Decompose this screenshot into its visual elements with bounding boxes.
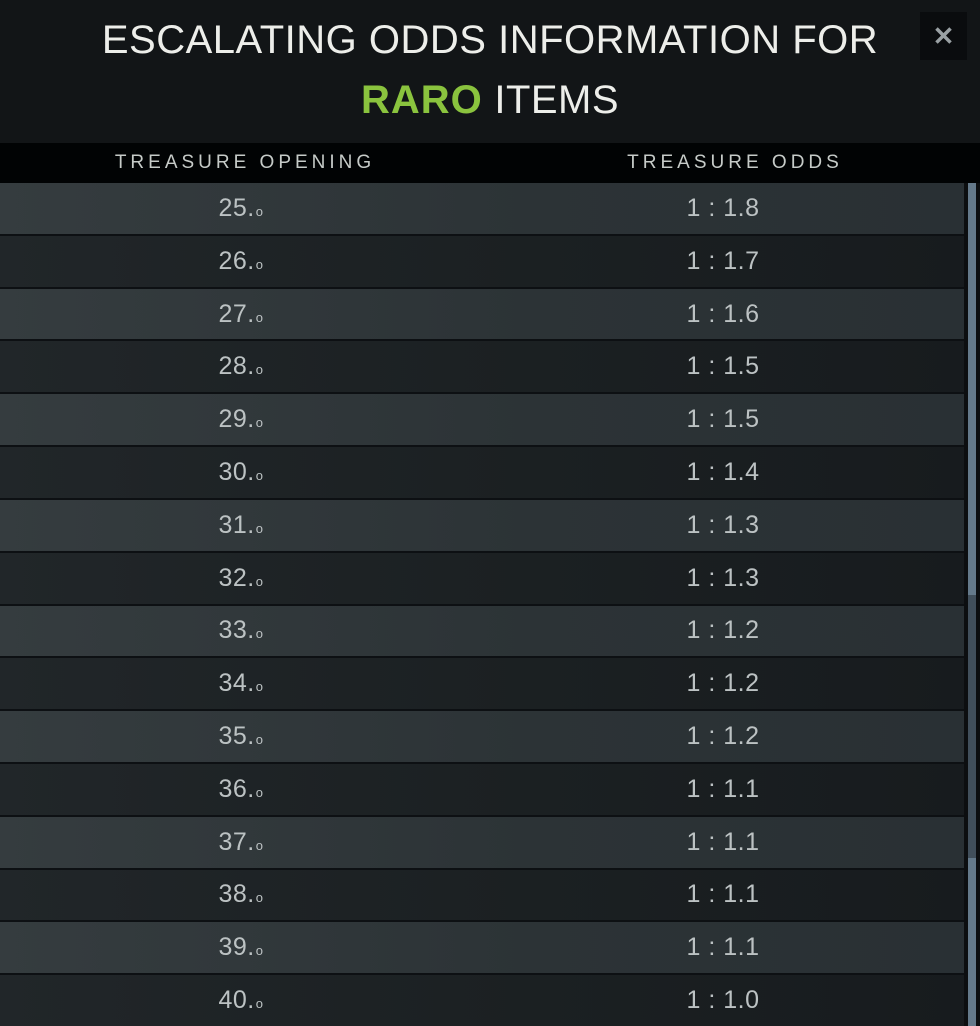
treasure-odds-cell: 1 : 1.5 (686, 352, 760, 381)
treasure-odds-cell: 1 : 1.3 (686, 510, 760, 539)
table-row: 38.o 1 : 1.1 (0, 869, 964, 923)
ordinal-indicator: o (255, 784, 264, 800)
ordinal-indicator: o (255, 573, 264, 589)
ordinal-indicator: o (255, 309, 264, 325)
treasure-opening-cell: 32.o (0, 564, 482, 593)
ordinal-indicator: o (255, 626, 264, 642)
ordinal-indicator: o (255, 996, 264, 1012)
table-row: 34.o 1 : 1.2 (0, 658, 964, 712)
opening-number: 40. (218, 986, 255, 1015)
close-button[interactable]: ✕ (920, 12, 967, 60)
opening-number: 25. (218, 193, 255, 222)
opening-number: 39. (218, 933, 255, 962)
treasure-odds-cell: 1 : 1.2 (686, 669, 760, 698)
treasure-opening-cell: 37.o (0, 828, 482, 857)
table-row: 35.o 1 : 1.2 (0, 711, 964, 764)
treasure-opening-cell: 28.o (0, 352, 482, 381)
ordinal-indicator: o (255, 256, 264, 272)
opening-number: 38. (218, 880, 255, 909)
treasure-odds-cell: 1 : 1.1 (686, 880, 760, 909)
dialog-title-line1: ESCALATING ODDS INFORMATION FOR (101, 18, 879, 62)
opening-number: 32. (218, 563, 255, 592)
treasure-opening-cell: 36.o (0, 775, 482, 804)
opening-number: 34. (218, 669, 255, 698)
treasure-odds-cell: 1 : 1.2 (686, 616, 760, 645)
ordinal-indicator: o (255, 679, 264, 695)
treasure-opening-cell: 34.o (0, 669, 482, 698)
scrollbar-thumb[interactable] (968, 595, 976, 858)
table-row: 29.o 1 : 1.5 (0, 394, 964, 448)
opening-number: 37. (218, 827, 255, 856)
dialog-titlebar: ESCALATING ODDS INFORMATION FOR RARO ITE… (0, 0, 980, 143)
treasure-opening-cell: 27.o (0, 300, 482, 329)
opening-number: 28. (218, 352, 255, 381)
title-items-suffix: ITEMS (482, 78, 620, 122)
table-row: 26.o 1 : 1.7 (0, 235, 964, 289)
scrollbar-track[interactable] (968, 183, 976, 1026)
treasure-odds-cell: 1 : 1.6 (686, 299, 760, 328)
treasure-opening-cell: 38.o (0, 880, 482, 909)
column-header-treasure-opening: TREASURE OPENING (114, 152, 376, 173)
table-row: 32.o 1 : 1.3 (0, 552, 964, 606)
ordinal-indicator: o (255, 203, 264, 219)
treasure-opening-cell: 33.o (0, 616, 482, 645)
opening-number: 33. (218, 616, 255, 645)
treasure-odds-cell: 1 : 1.1 (686, 933, 760, 962)
treasure-opening-cell: 26.o (0, 247, 482, 276)
table-row: 33.o 1 : 1.2 (0, 605, 964, 659)
odds-table-rows: 25.o 1 : 1.8 26.o 1 : 1.7 27.o 1 : 1.6 2… (0, 183, 964, 1026)
ordinal-indicator: o (255, 890, 264, 906)
ordinal-indicator: o (255, 732, 264, 748)
opening-number: 31. (218, 510, 255, 539)
opening-number: 29. (218, 405, 255, 434)
opening-number: 35. (218, 722, 255, 751)
ordinal-indicator: o (255, 467, 264, 483)
treasure-opening-cell: 29.o (0, 405, 482, 434)
treasure-opening-cell: 30.o (0, 458, 482, 487)
ordinal-indicator: o (255, 362, 264, 378)
ordinal-indicator: o (255, 837, 264, 853)
table-row: 27.o 1 : 1.6 (0, 288, 964, 342)
table-row: 40.o 1 : 1.0 (0, 975, 964, 1026)
opening-number: 27. (218, 299, 255, 328)
table-header: TREASURE OPENING TREASURE ODDS (0, 143, 980, 183)
opening-number: 26. (218, 246, 255, 275)
table-row: 30.o 1 : 1.4 (0, 447, 964, 500)
treasure-odds-cell: 1 : 1.7 (686, 246, 760, 275)
close-icon: ✕ (932, 21, 955, 51)
treasure-odds-cell: 1 : 1.1 (686, 827, 760, 856)
table-row: 36.o 1 : 1.1 (0, 763, 964, 817)
table-body: 25.o 1 : 1.8 26.o 1 : 1.7 27.o 1 : 1.6 2… (0, 183, 980, 1026)
opening-number: 30. (218, 457, 255, 486)
table-row: 31.o 1 : 1.3 (0, 499, 964, 553)
table-row: 39.o 1 : 1.1 (0, 922, 964, 976)
treasure-opening-cell: 35.o (0, 722, 482, 751)
table-row: 37.o 1 : 1.1 (0, 816, 964, 870)
ordinal-indicator: o (255, 415, 264, 431)
table-row: 25.o 1 : 1.8 (0, 183, 964, 236)
treasure-opening-cell: 31.o (0, 511, 482, 540)
treasure-opening-cell: 39.o (0, 933, 482, 962)
treasure-odds-cell: 1 : 1.2 (686, 722, 760, 751)
treasure-odds-cell: 1 : 1.4 (686, 457, 760, 486)
dialog-title-line2: RARO ITEMS (0, 70, 980, 130)
ordinal-indicator: o (255, 520, 264, 536)
table-row: 28.o 1 : 1.5 (0, 341, 964, 395)
treasure-odds-cell: 1 : 1.0 (686, 986, 760, 1015)
column-header-treasure-odds: TREASURE ODDS (627, 152, 843, 173)
treasure-odds-cell: 1 : 1.5 (686, 405, 760, 434)
treasure-opening-cell: 40.o (0, 986, 482, 1015)
treasure-opening-cell: 25.o (0, 194, 482, 223)
ordinal-indicator: o (255, 943, 264, 959)
treasure-odds-cell: 1 : 1.1 (686, 774, 760, 803)
treasure-odds-cell: 1 : 1.8 (686, 193, 760, 222)
rarity-name: RARO (360, 78, 483, 122)
treasure-odds-cell: 1 : 1.3 (686, 563, 760, 592)
opening-number: 36. (218, 774, 255, 803)
